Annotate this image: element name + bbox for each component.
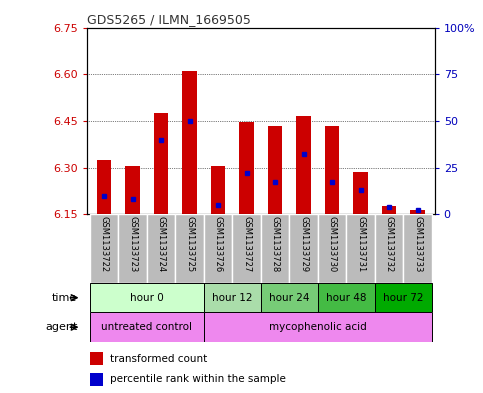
Bar [261,283,318,312]
Text: hour 0: hour 0 [130,293,164,303]
Bar [90,214,118,283]
Text: GSM1133727: GSM1133727 [242,216,251,272]
Bar [261,214,289,283]
Text: GDS5265 / ILMN_1669505: GDS5265 / ILMN_1669505 [87,13,251,26]
Bar [240,122,254,214]
Bar [175,214,204,283]
Bar [90,312,204,342]
Text: GSM1133722: GSM1133722 [99,216,109,272]
Bar [204,283,261,312]
Bar [90,283,204,312]
Bar [346,214,375,283]
Bar [325,125,339,214]
Text: GSM1133724: GSM1133724 [156,216,166,272]
Text: hour 24: hour 24 [269,293,310,303]
Bar [90,352,102,365]
Text: GSM1133726: GSM1133726 [213,216,223,272]
Text: hour 72: hour 72 [383,293,424,303]
Bar [375,214,403,283]
Text: GSM1133731: GSM1133731 [356,216,365,272]
Text: GSM1133730: GSM1133730 [327,216,337,272]
Bar [97,160,111,214]
Bar [411,210,425,214]
Bar [382,206,396,214]
Text: percentile rank within the sample: percentile rank within the sample [110,374,285,384]
Bar [354,172,368,214]
Bar [318,283,375,312]
Bar [211,166,225,214]
Text: GSM1133725: GSM1133725 [185,216,194,272]
Bar [204,312,432,342]
Text: hour 12: hour 12 [212,293,253,303]
Text: time: time [52,293,77,303]
Bar [232,214,261,283]
Text: GSM1133728: GSM1133728 [270,216,280,272]
Text: hour 48: hour 48 [326,293,367,303]
Bar [297,116,311,214]
Bar [147,214,175,283]
Text: GSM1133733: GSM1133733 [413,216,422,273]
Bar [403,214,432,283]
Bar [118,214,147,283]
Bar [90,373,102,386]
Text: untreated control: untreated control [101,322,192,332]
Bar [126,166,140,214]
Bar [204,214,232,283]
Text: agent: agent [45,322,77,332]
Bar [183,71,197,214]
Bar [318,214,346,283]
Bar [289,214,318,283]
Text: GSM1133729: GSM1133729 [299,216,308,272]
Bar [268,125,282,214]
Text: GSM1133732: GSM1133732 [384,216,394,272]
Bar [375,283,432,312]
Text: transformed count: transformed count [110,354,207,364]
Bar [154,113,168,214]
Text: mycophenolic acid: mycophenolic acid [269,322,367,332]
Text: GSM1133723: GSM1133723 [128,216,137,272]
